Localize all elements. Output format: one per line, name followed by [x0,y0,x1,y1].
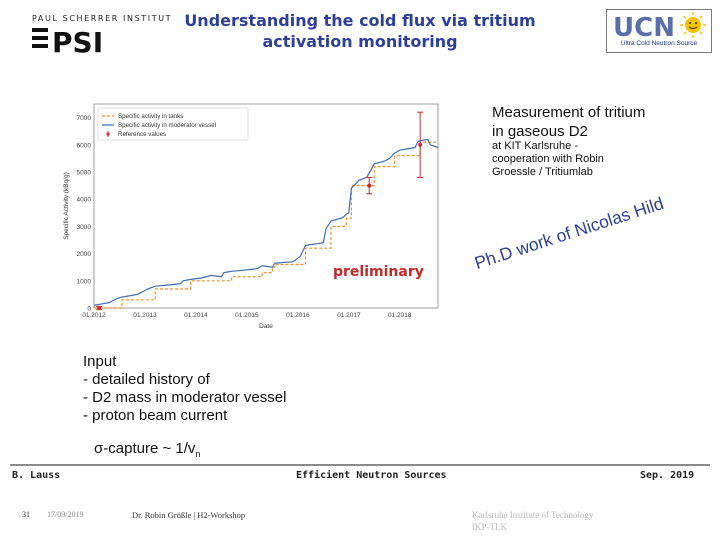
input-item: - detailed history of [83,371,210,388]
slide-number: 31 [22,510,30,519]
measurement-detail-3: Groessle / Tritiumlab [492,166,593,178]
psi-logo: PSI [30,26,118,56]
legend-box [97,107,249,141]
y-tick-label: 2000 [77,251,92,258]
measurement-details: at KIT Karlsruhe - cooperation with Robi… [492,140,712,179]
footer-divider [10,464,710,466]
legend-label: Specific activity in tanks [118,113,183,120]
y-tick-label: 1000 [77,278,92,285]
x-tick-label: 01.2013 [133,312,157,319]
input-list: Input - detailed history of - D2 mass in… [83,353,383,425]
slide-date: 17/09/2019 [47,510,84,519]
measurement-title-line-2: in gaseous D2 [492,123,588,140]
organization-name: Karlsruhe Institute of Technology [472,510,594,520]
measurement-title: Measurement of tritium in gaseous D2 [492,103,712,141]
chart-series [93,111,439,311]
sigma-formula-text: σ-capture ~ 1/v [94,440,196,457]
ucn-logo: UCN [606,9,712,53]
preliminary-label: preliminary [331,264,426,280]
y-axis-label: Specific Activity (kBq/g) [63,172,70,240]
reference-point [97,306,102,310]
organization-unit: IKP-TLK [472,522,507,532]
y-tick-label: 3000 [77,224,92,231]
footer-author: B. Lauss [12,470,61,481]
input-heading: Input [83,353,117,370]
series-line-0 [94,141,438,309]
institute-name: PAUL SCHERRER INSTITUT [32,14,173,23]
y-tick-label: 4000 [77,197,92,204]
x-axis-label: Date [259,323,273,330]
x-tick-label: 01.2016 [286,312,310,319]
slide-title: Understanding the cold flux via tritium … [180,10,540,52]
x-tick-label: 01.2018 [388,312,412,319]
psi-logo-text: PSI [52,26,103,56]
chart-legend: Specific activity in tanks Specific activ… [97,107,249,141]
sigma-capture-formula: σ-capture ~ 1/vn [94,440,200,459]
reference-point [418,142,423,147]
measurement-title-line-1: Measurement of tritium [492,104,646,121]
sun-icon [680,12,706,38]
y-tick-label: 7000 [77,115,92,122]
sigma-formula-subscript: n [195,449,201,459]
title-line-2: activation monitoring [262,32,458,51]
y-tick-label: 0 [87,306,91,313]
slide-event: Dr. Robin Größle | H2-Workshop [132,510,246,520]
x-tick-label: 01.2015 [235,312,259,319]
input-item: - D2 mass in moderator vessel [83,389,287,406]
measurement-detail-1: at KIT Karlsruhe - [492,140,578,152]
series-line-1 [93,138,439,306]
y-tick-label: 6000 [77,142,92,149]
activity-chart: 0 1000 2000 3000 4000 5000 6000 7000 01.2012 01.2… [63,103,439,330]
ucn-caption: Ultra Cold Neutron Source [620,40,698,47]
footer-title: Efficient Neutron Sources [296,470,447,481]
organization: Karlsruhe Institute of Technology IKP-TL… [472,509,593,533]
x-tick-label: 01.2017 [337,312,361,319]
reference-point [367,183,372,188]
ucn-logo-text: UCN [613,13,675,40]
title-line-1: Understanding the cold flux via tritium [184,11,536,30]
footer-date: Sep. 2019 [640,470,695,481]
legend-label: Reference values [118,131,166,138]
x-tick-label: 01.2014 [184,312,208,319]
legend-swatch [106,132,110,136]
measurement-detail-2: cooperation with Robin [492,153,604,165]
legend-label: Specific activity in moderator vessel [118,122,216,129]
input-item: - proton beam current [83,407,228,424]
x-tick-label: 01.2012 [82,312,106,319]
bottom-bar [0,492,720,540]
phd-credit: Ph.D work of Nicolas Hild [472,192,666,274]
y-tick-label: 5000 [77,170,92,177]
